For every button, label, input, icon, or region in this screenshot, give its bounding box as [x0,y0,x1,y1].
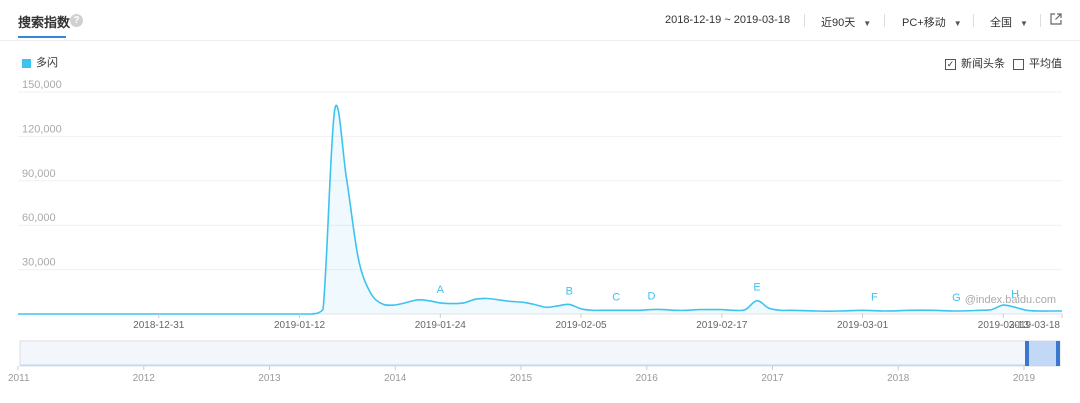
news-annotations: A B C D E F G H [437,282,1019,304]
average-checkbox[interactable] [1013,58,1024,70]
overview-handle-right[interactable] [1056,341,1060,366]
overview-selection[interactable] [1027,341,1060,366]
y-tick-label: 90,000 [22,168,56,180]
active-tab-indicator [18,36,66,38]
overview-tick-label: 2016 [636,373,659,384]
y-axis-ticks: 150,000 120,000 90,000 60,000 30,000 [22,79,62,269]
overview-year-ticks: 2011 2012 2013 2014 2015 2016 2017 2018 2019 [8,366,1036,384]
caret-down-icon: ▼ [863,18,872,28]
page-title[interactable]: 搜索指数 [18,15,71,30]
region-select-label: 全国 [990,17,1012,29]
legend-item[interactable]: 多闪 [22,54,58,70]
annotation-e[interactable]: E [753,282,760,294]
x-tick-label: 2019-01-12 [274,320,326,331]
x-tick-label: 2019-02-17 [696,320,748,331]
y-tick-label: 150,000 [22,79,62,91]
device-select-label: PC+移动 [902,17,946,29]
overview-tick-label: 2019 [1013,373,1036,384]
overview-navigator: 2011 2012 2013 2014 2015 2016 2017 2018 2019 [8,340,1061,384]
export-icon[interactable] [1049,12,1063,26]
overview-tick-label: 2012 [133,373,156,384]
overview-handle-left[interactable] [1025,341,1029,366]
period-select-label: 近90天 [821,17,856,29]
divider [804,14,805,27]
series-line [18,104,1062,315]
overview-track [19,340,1061,367]
annotation-b[interactable]: B [566,285,573,297]
x-tick-label: 2019-02-05 [555,320,607,331]
overview-tick-label: 2017 [761,373,784,384]
overview-tick-label: 2015 [510,373,533,384]
legend-label: 多闪 [36,57,58,69]
annotation-f[interactable]: F [871,292,878,304]
caret-down-icon: ▼ [953,18,962,28]
series-area-fill [18,105,1062,314]
y-tick-label: 60,000 [22,212,56,224]
divider [973,14,974,27]
average-label: 平均值 [1029,58,1062,70]
period-select[interactable]: 近90天 ▼ [821,14,871,30]
average-toggle[interactable]: 平均值 [1013,55,1062,71]
y-tick-label: 120,000 [22,123,62,135]
news-label: 新闻头条 [961,58,1005,70]
help-icon[interactable]: ? [70,14,83,27]
x-tick-label: 2019-03-01 [837,320,889,331]
x-tick-label: 2019-03-13 [978,320,1030,331]
divider [1040,14,1041,27]
caret-down-icon: ▼ [1020,18,1028,28]
annotation-h[interactable]: H [1011,288,1019,300]
series-area [18,104,1062,315]
device-select[interactable]: PC+移动 ▼ [902,14,962,30]
region-select[interactable]: 全国 ▼ [990,14,1028,30]
header-bar: 搜索指数 ? 2018-12-19 ~ 2019-03-18 近90天 ▼ PC+… [0,0,1080,41]
overview-tick-label: 2018 [887,373,910,384]
y-tick-label: 30,000 [22,257,56,269]
annotation-g[interactable]: G [952,292,961,304]
x-tick-label: 2019-01-24 [415,320,467,331]
date-range[interactable]: 2018-12-19 ~ 2019-03-18 [665,14,791,26]
annotation-d[interactable]: D [647,291,655,303]
x-axis-ticks: 2018-12-31 2019-01-12 2019-01-24 2019-02-05… [133,314,1063,331]
overview-tick-label: 2014 [384,373,407,384]
overview-tick-label: 2011 [8,373,30,384]
news-checkbox[interactable]: ✓ [945,58,956,70]
divider [884,14,885,27]
legend-swatch [22,58,31,68]
overview-tick-label: 2013 [258,373,281,384]
annotation-a[interactable]: A [437,284,445,296]
news-headline-toggle[interactable]: ✓ 新闻头条 [945,55,1005,71]
watermark: @index.baidu.com [965,294,1056,306]
x-tick-label: 2018-12-31 [133,320,185,331]
x-tick-label: 2019-03-18 [1009,320,1061,331]
annotation-c[interactable]: C [612,291,620,303]
grid-lines [18,91,1062,315]
